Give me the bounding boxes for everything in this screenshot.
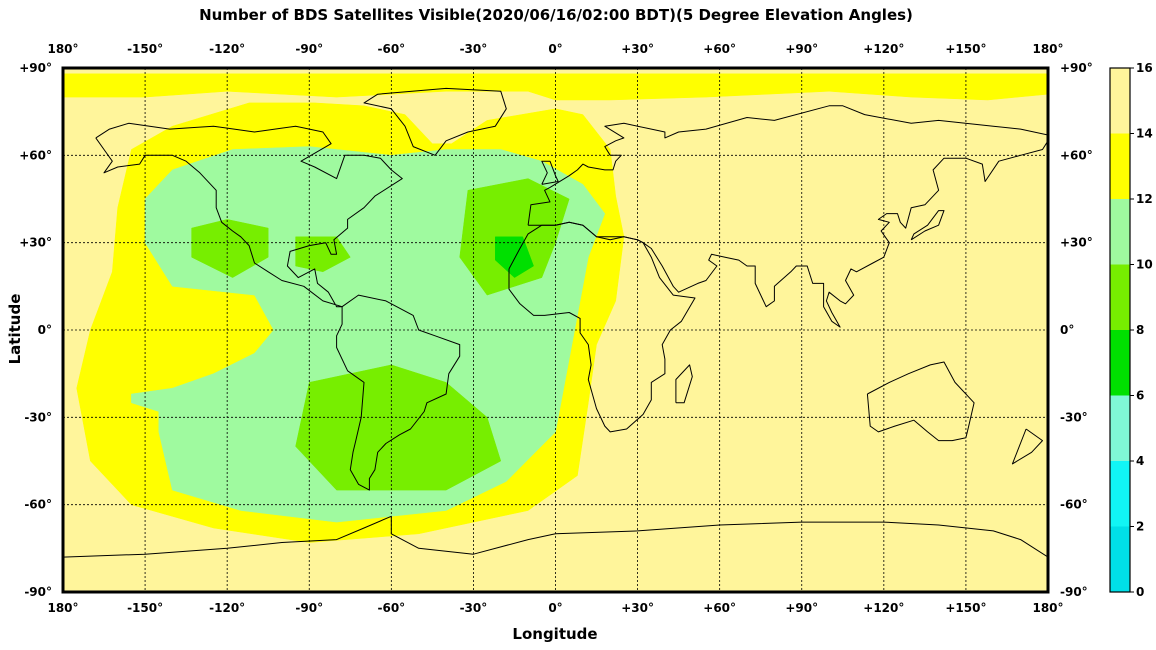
colorbar-bin [1110, 133, 1130, 199]
x-tick-label: +120° [863, 601, 904, 615]
x-ticks-top: 180° -150° -120° -90° -60° -30° 0° +30° +60° +90°… [47, 42, 1063, 56]
x-tick-label: -60° [377, 42, 405, 56]
y-tick-label: -30° [24, 410, 52, 424]
y-tick-label: -90° [1060, 585, 1088, 599]
x-tick-label: 0° [548, 42, 562, 56]
colorbar-tick-label: 4 [1136, 454, 1144, 468]
colorbar-bin [1110, 199, 1130, 265]
x-tick-label: -150° [127, 42, 163, 56]
colorbar-legend [1109, 67, 1131, 593]
x-tick-label: -120° [209, 601, 245, 615]
colorbar-tick-label: 10 [1136, 258, 1153, 272]
lat-lon-grid [63, 68, 1048, 592]
y-tick-label: +30° [19, 236, 52, 250]
colorbar-tick-label: 6 [1136, 389, 1144, 403]
heatmap-region [191, 219, 269, 278]
y-tick-label: -90° [24, 585, 52, 599]
coastline [63, 515, 1048, 558]
colorbar-bin [1110, 330, 1130, 396]
colorbar-tick-label: 14 [1136, 127, 1153, 141]
plot-frame [61, 66, 1050, 594]
y-tick-label: +30° [1060, 236, 1093, 250]
x-axis-label: Longitude [512, 625, 597, 643]
x-tick-label: 180° [47, 42, 78, 56]
colorbar-bin [1110, 526, 1130, 592]
y-tick-label: -60° [24, 498, 52, 512]
x-tick-label: 0° [548, 601, 562, 615]
chart-title: Number of BDS Satellites Visible(2020/06… [199, 6, 913, 24]
y-tick-label: +90° [19, 61, 52, 75]
coastline [508, 221, 696, 433]
x-tick-label: 180° [1032, 42, 1063, 56]
colorbar-bin [1110, 68, 1130, 134]
y-tick-label: 0° [1060, 323, 1074, 337]
x-tick-label: -90° [295, 601, 323, 615]
heatmap-region [495, 236, 534, 278]
colorbar-ticks: 0 2 4 6 8 10 12 14 16 [1130, 61, 1153, 599]
y-ticks-right: +90° +60° +30° 0° -30° -60° -90° [1060, 61, 1093, 599]
coastline [336, 294, 461, 491]
x-tick-label: +60° [703, 601, 736, 615]
y-tick-label: -60° [1060, 498, 1088, 512]
x-tick-label: -120° [209, 42, 245, 56]
y-tick-label: 0° [38, 323, 52, 337]
colorbar-tick-label: 2 [1136, 520, 1144, 534]
colorbar-tick-label: 16 [1136, 61, 1153, 75]
colorbar-tick-label: 0 [1136, 585, 1144, 599]
colorbar-tick-label: 8 [1136, 323, 1144, 337]
x-tick-label: -60° [377, 601, 405, 615]
colorbar-tick-label: 12 [1136, 192, 1153, 206]
x-tick-label: -30° [460, 601, 488, 615]
x-tick-label: 180° [1032, 601, 1063, 615]
colorbar-bin [1110, 395, 1130, 461]
x-tick-label: +60° [703, 42, 736, 56]
x-tick-label: +90° [785, 601, 818, 615]
x-tick-label: -150° [127, 601, 163, 615]
y-ticks-left: +90° +60° +30° 0° -30° -60° -90° [19, 61, 52, 599]
x-tick-label: +30° [621, 42, 654, 56]
x-tick-label: +120° [863, 42, 904, 56]
x-tick-label: -30° [460, 42, 488, 56]
coastline [675, 364, 693, 404]
coastline [541, 160, 559, 185]
x-tick-label: +150° [945, 42, 986, 56]
y-tick-label: -30° [1060, 410, 1088, 424]
coastline [910, 210, 945, 241]
x-tick-label: -90° [295, 42, 323, 56]
coastline [1011, 428, 1043, 465]
coastlines [63, 87, 1048, 558]
y-axis-label: Latitude [6, 294, 24, 365]
y-tick-label: +60° [19, 148, 52, 162]
coastline [363, 87, 507, 156]
x-tick-label: 180° [47, 601, 78, 615]
coastline [95, 122, 403, 308]
coastline [527, 105, 1048, 328]
x-tick-label: +90° [785, 42, 818, 56]
y-tick-label: +60° [1060, 148, 1093, 162]
colorbar-bin [1110, 461, 1130, 527]
colorbar-bin [1110, 264, 1130, 330]
x-tick-label: +150° [945, 601, 986, 615]
x-tick-label: +30° [621, 601, 654, 615]
x-ticks-bottom: 180° -150° -120° -90° -60° -30° 0° +30° +60° +90°… [47, 601, 1063, 615]
y-tick-label: +90° [1060, 61, 1093, 75]
